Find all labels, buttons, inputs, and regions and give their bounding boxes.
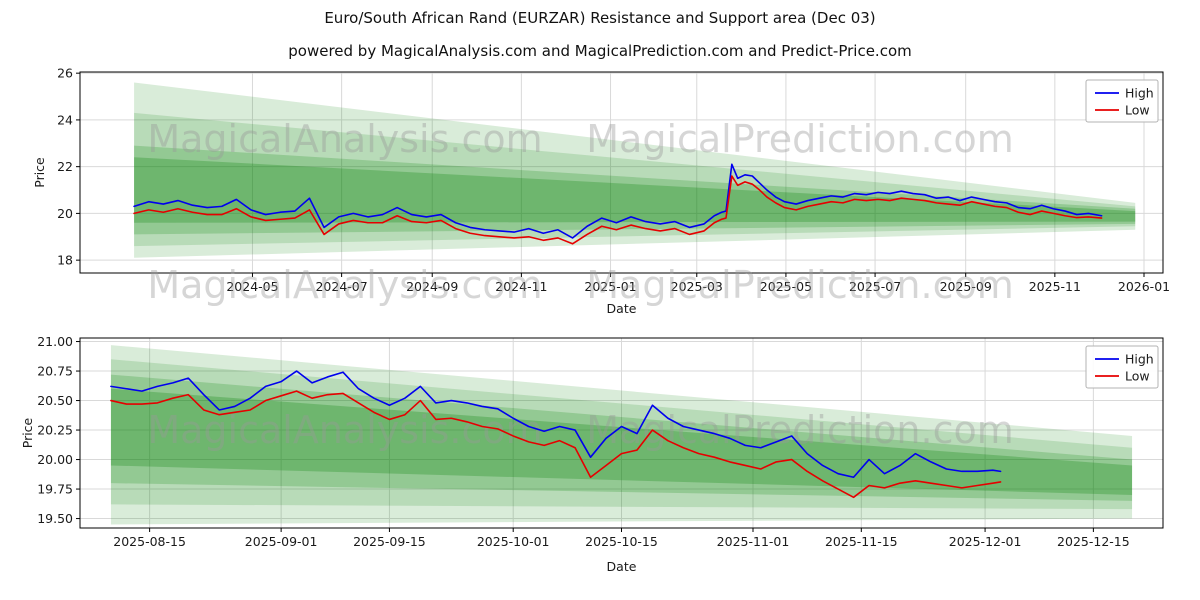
y-tick-label: 20.00 bbox=[37, 452, 73, 467]
legend: High Low bbox=[1085, 79, 1159, 123]
y-tick-label: 20.75 bbox=[37, 364, 73, 379]
x-tick-label: 2025-09-01 bbox=[245, 534, 318, 549]
x-tick-label: 2025-01 bbox=[584, 279, 636, 294]
x-tick-label: 2024-11 bbox=[495, 279, 547, 294]
y-tick-label: 20 bbox=[57, 206, 73, 221]
x-tick-label: 2025-11 bbox=[1029, 279, 1081, 294]
x-tick-label: 2026-01 bbox=[1118, 279, 1170, 294]
x-axis-label: Date bbox=[607, 301, 637, 316]
x-tick-label: 2024-05 bbox=[226, 279, 278, 294]
legend-label-low: Low bbox=[1125, 103, 1150, 118]
support-resistance-band bbox=[134, 145, 1136, 235]
support-resistance-band bbox=[110, 374, 1133, 501]
x-tick-label: 2024-07 bbox=[315, 279, 367, 294]
y-tick-label: 26 bbox=[57, 66, 73, 81]
x-tick-label: 2025-11-01 bbox=[717, 534, 790, 549]
watermark-text: MagicalAnalysis.com bbox=[147, 263, 542, 307]
series-line-high bbox=[110, 370, 1002, 479]
x-tick-label: 2025-08-15 bbox=[113, 534, 186, 549]
support-resistance-band bbox=[110, 388, 1133, 495]
watermark-text: MagicalPrediction.com bbox=[586, 263, 1014, 307]
plot-area: MagicalAnalysis.com MagicalPrediction.com bbox=[133, 82, 1136, 258]
watermark-text: MagicalAnalysis.com bbox=[147, 408, 542, 452]
series-line-low bbox=[133, 175, 1103, 245]
legend-label-high: High bbox=[1125, 352, 1154, 367]
y-tick-label: 20.25 bbox=[37, 423, 73, 438]
x-tick-label: 2025-09 bbox=[940, 279, 992, 294]
x-tick-label: 2025-07 bbox=[849, 279, 901, 294]
y-axis-label: Price bbox=[20, 417, 35, 448]
y-tick-label: 24 bbox=[57, 112, 73, 127]
plot-area: MagicalAnalysis.com MagicalPrediction.com bbox=[110, 345, 1133, 525]
x-tick-label: 2025-11-15 bbox=[825, 534, 898, 549]
series-line-low bbox=[110, 390, 1002, 499]
watermark-text: MagicalAnalysis.com bbox=[147, 117, 542, 161]
support-resistance-band bbox=[110, 345, 1133, 525]
y-tick-label: 20.50 bbox=[37, 393, 73, 408]
x-tick-label: 2025-12-01 bbox=[949, 534, 1022, 549]
y-tick-label: 19.75 bbox=[37, 482, 73, 497]
x-tick-label: 2025-10-01 bbox=[477, 534, 550, 549]
y-tick-label: 21.00 bbox=[37, 334, 73, 349]
support-resistance-band bbox=[110, 359, 1133, 510]
series-line-high bbox=[133, 163, 1103, 239]
x-axis-label: Date bbox=[607, 559, 637, 574]
y-tick-label: 18 bbox=[57, 253, 73, 268]
x-tick-label: 2025-09-15 bbox=[353, 534, 426, 549]
x-tick-label: 2025-10-15 bbox=[585, 534, 658, 549]
support-resistance-band bbox=[134, 157, 1136, 223]
plot-border bbox=[79, 71, 1164, 274]
legend: High Low bbox=[1085, 345, 1159, 389]
y-tick-label: 22 bbox=[57, 159, 73, 174]
legend-box bbox=[1085, 79, 1159, 123]
x-tick-label: 2024-09 bbox=[406, 279, 458, 294]
legend-label-high: High bbox=[1125, 86, 1154, 101]
x-tick-label: 2025-03 bbox=[671, 279, 723, 294]
legend-label-low: Low bbox=[1125, 369, 1150, 384]
y-tick-label: 19.50 bbox=[37, 511, 73, 526]
y-axis-label: Price bbox=[32, 157, 47, 188]
watermark-text: MagicalPrediction.com bbox=[586, 117, 1014, 161]
legend-box bbox=[1085, 345, 1159, 389]
figure-title: Euro/South African Rand (EURZAR) Resista… bbox=[324, 9, 876, 27]
x-tick-label: 2025-12-15 bbox=[1057, 534, 1130, 549]
figure-subtitle: powered by MagicalAnalysis.com and Magic… bbox=[288, 42, 912, 60]
x-tick-label: 2025-05 bbox=[760, 279, 812, 294]
